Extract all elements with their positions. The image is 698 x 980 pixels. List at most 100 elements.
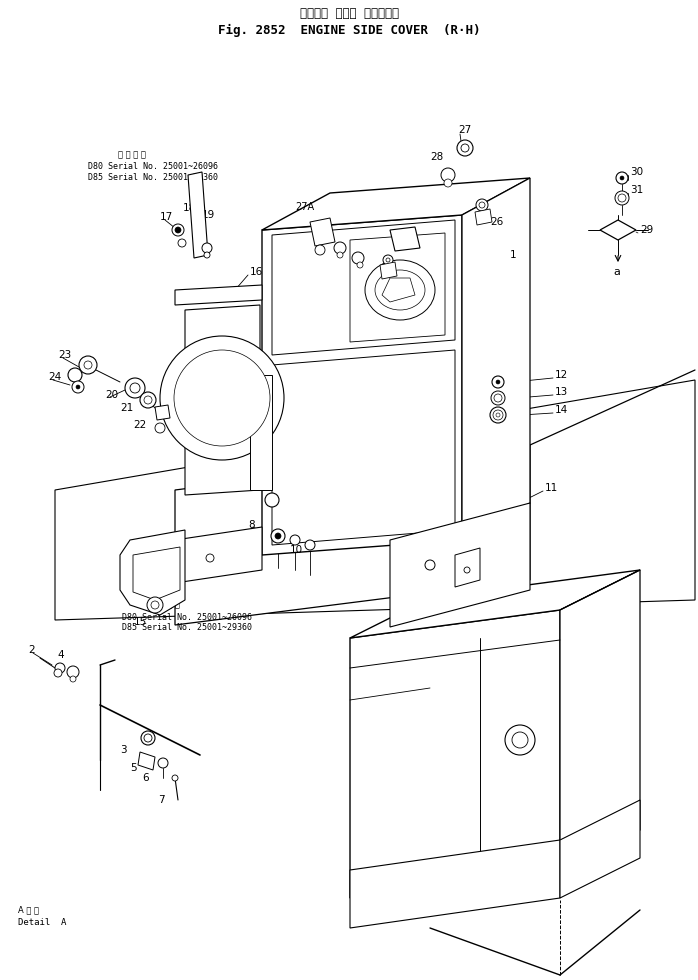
- Text: 9: 9: [272, 533, 279, 543]
- Circle shape: [76, 385, 80, 389]
- Circle shape: [491, 391, 505, 405]
- Circle shape: [352, 252, 364, 264]
- Text: D85 Serial No. 25001~29360: D85 Serial No. 25001~29360: [122, 623, 252, 632]
- Text: 18: 18: [183, 203, 196, 213]
- Circle shape: [79, 356, 97, 374]
- Circle shape: [125, 378, 145, 398]
- Circle shape: [141, 731, 155, 745]
- Circle shape: [178, 239, 186, 247]
- Circle shape: [383, 255, 393, 265]
- Polygon shape: [350, 570, 640, 638]
- Circle shape: [512, 732, 528, 748]
- Text: 28: 28: [340, 235, 353, 245]
- Text: 31: 31: [630, 185, 644, 195]
- Circle shape: [441, 168, 455, 182]
- Circle shape: [337, 252, 343, 258]
- Text: A: A: [269, 496, 275, 505]
- Text: エンジン  サイド  カバー　右: エンジン サイド カバー 右: [299, 8, 399, 21]
- Circle shape: [172, 224, 184, 236]
- Circle shape: [494, 394, 502, 402]
- Circle shape: [334, 242, 346, 254]
- Circle shape: [492, 376, 504, 388]
- Circle shape: [271, 529, 285, 543]
- Text: D80 Serial No. 25001~26096: D80 Serial No. 25001~26096: [88, 163, 218, 172]
- Text: 14: 14: [555, 405, 568, 415]
- Polygon shape: [55, 380, 695, 620]
- Circle shape: [505, 725, 535, 755]
- Text: 27: 27: [458, 125, 471, 135]
- Text: 17: 17: [160, 212, 173, 222]
- Circle shape: [476, 199, 488, 211]
- Circle shape: [479, 202, 485, 208]
- Circle shape: [68, 368, 82, 382]
- Circle shape: [140, 392, 156, 408]
- Text: 23: 23: [58, 350, 71, 360]
- Circle shape: [172, 775, 178, 781]
- Circle shape: [357, 262, 363, 268]
- Circle shape: [315, 245, 325, 255]
- Polygon shape: [350, 840, 560, 928]
- Polygon shape: [175, 527, 262, 583]
- Circle shape: [130, 383, 140, 393]
- Circle shape: [615, 191, 629, 205]
- Text: 1: 1: [510, 250, 517, 260]
- Circle shape: [290, 535, 300, 545]
- Text: 12: 12: [555, 370, 568, 380]
- Polygon shape: [272, 350, 455, 545]
- Text: 29: 29: [640, 225, 653, 235]
- Polygon shape: [380, 262, 397, 279]
- Text: a: a: [614, 267, 621, 277]
- Polygon shape: [175, 285, 262, 305]
- Circle shape: [618, 194, 626, 202]
- Circle shape: [616, 172, 628, 184]
- Ellipse shape: [365, 260, 435, 320]
- Circle shape: [490, 407, 506, 423]
- Polygon shape: [262, 215, 462, 555]
- Circle shape: [70, 676, 76, 682]
- Text: 2: 2: [28, 645, 35, 655]
- Polygon shape: [390, 503, 530, 627]
- Circle shape: [461, 144, 469, 152]
- Text: Fig. 2852  ENGINE SIDE COVER  (R·H): Fig. 2852 ENGINE SIDE COVER (R·H): [218, 24, 480, 36]
- Text: 26: 26: [372, 237, 385, 247]
- Circle shape: [175, 227, 181, 233]
- Polygon shape: [138, 752, 155, 770]
- Polygon shape: [475, 209, 492, 225]
- Polygon shape: [262, 178, 530, 230]
- Circle shape: [305, 540, 315, 550]
- Text: 13: 13: [555, 387, 568, 397]
- Text: 3: 3: [120, 745, 126, 755]
- Circle shape: [174, 350, 270, 446]
- Text: D80 Serial No. 25001~26096: D80 Serial No. 25001~26096: [122, 612, 252, 621]
- Circle shape: [155, 423, 165, 433]
- Circle shape: [464, 567, 470, 573]
- Circle shape: [444, 179, 452, 187]
- Polygon shape: [155, 405, 170, 420]
- Polygon shape: [175, 445, 530, 625]
- Circle shape: [67, 666, 79, 678]
- Ellipse shape: [375, 270, 425, 310]
- Text: 16: 16: [250, 267, 263, 277]
- Circle shape: [493, 410, 503, 420]
- Circle shape: [496, 413, 500, 417]
- Polygon shape: [560, 570, 640, 870]
- Polygon shape: [350, 610, 560, 898]
- Circle shape: [386, 258, 390, 262]
- Text: 28: 28: [430, 152, 443, 162]
- Circle shape: [144, 396, 152, 404]
- Polygon shape: [600, 220, 636, 240]
- Circle shape: [147, 597, 163, 613]
- Circle shape: [202, 243, 212, 253]
- Text: 7: 7: [158, 795, 165, 805]
- Text: A 詳 細: A 詳 細: [18, 906, 39, 914]
- Circle shape: [160, 336, 284, 460]
- Circle shape: [496, 380, 500, 384]
- Polygon shape: [272, 220, 455, 355]
- Circle shape: [84, 361, 92, 369]
- Text: 15: 15: [133, 617, 147, 627]
- Text: 24: 24: [48, 372, 61, 382]
- Text: 27A: 27A: [295, 202, 314, 212]
- Polygon shape: [120, 530, 185, 615]
- Text: 10: 10: [290, 545, 303, 555]
- Circle shape: [457, 140, 473, 156]
